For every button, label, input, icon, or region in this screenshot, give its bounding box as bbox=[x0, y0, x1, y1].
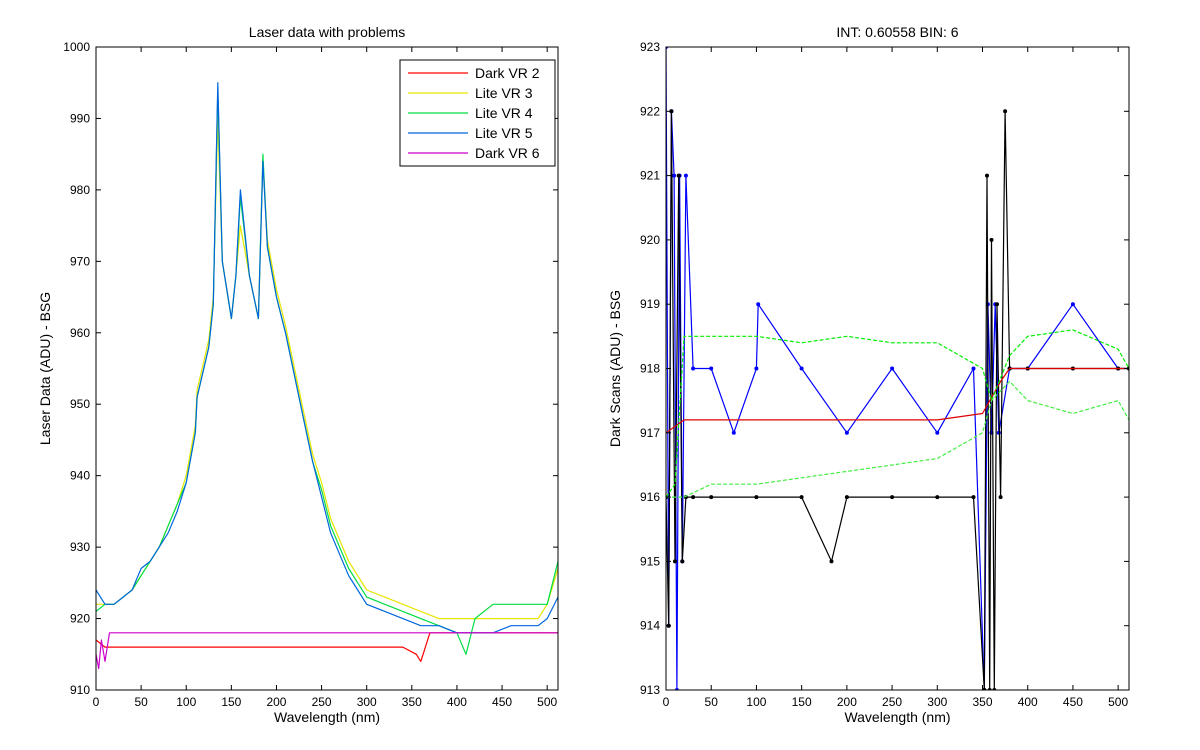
y-tick-label: 980 bbox=[70, 183, 90, 197]
y-tick-label: 930 bbox=[70, 540, 90, 554]
data-point bbox=[680, 559, 685, 564]
y-tick-label: 921 bbox=[640, 169, 660, 183]
x-tick-label: 150 bbox=[792, 695, 812, 709]
data-point bbox=[829, 559, 834, 564]
series-line-3 bbox=[666, 367, 1129, 434]
data-point bbox=[709, 495, 714, 500]
x-tick-label: 0 bbox=[93, 695, 100, 709]
series-line-4 bbox=[96, 82, 558, 634]
data-point bbox=[844, 430, 849, 435]
data-point bbox=[673, 559, 677, 564]
series-group bbox=[666, 47, 1129, 690]
x-tick-label: 400 bbox=[1018, 695, 1038, 709]
data-point bbox=[935, 495, 940, 500]
y-axis-label: Dark Scans (ADU) - BSG bbox=[607, 290, 623, 447]
data-point bbox=[676, 173, 681, 178]
x-tick-label: 500 bbox=[1108, 695, 1128, 709]
x-axis-label: Wavelength (nm) bbox=[844, 709, 950, 725]
data-point bbox=[709, 366, 714, 371]
y-tick-label: 916 bbox=[640, 490, 660, 504]
data-point bbox=[844, 495, 849, 500]
data-point bbox=[971, 366, 976, 371]
y-axis-label: Laser Data (ADU) - BSG bbox=[37, 292, 53, 445]
data-point bbox=[890, 366, 895, 371]
x-tick-label: 500 bbox=[537, 695, 557, 709]
y-tick-label: 970 bbox=[70, 254, 90, 268]
y-tick-label: 914 bbox=[640, 619, 660, 633]
x-tick-label: 350 bbox=[972, 695, 992, 709]
x-tick-label: 300 bbox=[357, 695, 377, 709]
chart-title: Laser data with problems bbox=[249, 24, 405, 40]
data-point bbox=[971, 495, 976, 500]
data-point bbox=[1070, 302, 1075, 307]
x-tick-label: 100 bbox=[176, 695, 196, 709]
y-tick-label: 940 bbox=[70, 469, 90, 483]
x-tick-label: 0 bbox=[663, 695, 670, 709]
data-point bbox=[691, 495, 696, 500]
series-group bbox=[96, 82, 558, 670]
data-point bbox=[754, 366, 759, 371]
chart-2: 0 50 100 150 200 250 300 350 400 450 500 913 914 915 9… bbox=[607, 24, 1130, 725]
data-point bbox=[672, 173, 677, 178]
y-tick-label: 920 bbox=[640, 233, 660, 247]
data-point bbox=[890, 495, 895, 500]
legend-label: Lite VR 4 bbox=[475, 105, 533, 121]
y-tick-label: 910 bbox=[70, 683, 90, 697]
x-tick-label: 200 bbox=[837, 695, 857, 709]
y-tick-label: 917 bbox=[640, 426, 660, 440]
data-point bbox=[935, 430, 940, 435]
legend-label: Lite VR 5 bbox=[475, 125, 533, 141]
y-tick-label: 915 bbox=[640, 554, 660, 568]
x-tick-label: 100 bbox=[746, 695, 766, 709]
x-tick-label: 350 bbox=[402, 695, 422, 709]
data-point bbox=[1003, 109, 1008, 114]
legend-label: Dark VR 6 bbox=[475, 145, 540, 161]
series-line-5 bbox=[666, 380, 1129, 498]
data-point bbox=[998, 495, 1003, 500]
axes-frame bbox=[95, 46, 559, 691]
legend-label: Dark VR 2 bbox=[475, 65, 540, 81]
x-tick-label: 450 bbox=[1063, 695, 1083, 709]
x-tick-label: 150 bbox=[221, 695, 241, 709]
y-tick-label: 923 bbox=[640, 40, 660, 54]
data-point bbox=[754, 495, 759, 500]
data-point bbox=[985, 173, 989, 178]
x-axis-label: Wavelength (nm) bbox=[274, 709, 380, 725]
x-tick-label: 250 bbox=[882, 695, 902, 709]
data-point bbox=[799, 495, 804, 500]
data-point bbox=[756, 302, 761, 307]
data-point bbox=[731, 430, 736, 435]
data-point bbox=[683, 173, 688, 178]
x-tick-label: 50 bbox=[134, 695, 148, 709]
y-tick-label: 918 bbox=[640, 362, 660, 376]
y-tick-label: 922 bbox=[640, 104, 660, 118]
y-tick-label: 1000 bbox=[63, 40, 90, 54]
series-line-5 bbox=[96, 632, 558, 670]
x-tick-label: 50 bbox=[705, 695, 719, 709]
x-tick-label: 400 bbox=[447, 695, 467, 709]
data-point bbox=[989, 237, 994, 242]
data-point bbox=[691, 366, 696, 371]
y-tick-label: 920 bbox=[70, 612, 90, 626]
data-point bbox=[669, 109, 674, 114]
chart-1: 0 50 100 150 200 250 300 350 400 450 500 910 920 930 9… bbox=[37, 24, 559, 725]
x-tick-label: 250 bbox=[312, 695, 332, 709]
x-tick-label: 300 bbox=[927, 695, 947, 709]
y-tick-label: 990 bbox=[70, 111, 90, 125]
chart-title: INT: 0.60558 BIN: 6 bbox=[836, 24, 958, 40]
data-point bbox=[799, 366, 804, 371]
series-line-4 bbox=[666, 329, 1129, 498]
y-tick-label: 913 bbox=[640, 683, 660, 697]
legend: Dark VR 2 Lite VR 3 Lite VR 4 Lite VR 5 Dark… bbox=[399, 59, 556, 167]
legend-label: Lite VR 3 bbox=[475, 85, 533, 101]
x-tick-label: 200 bbox=[266, 695, 286, 709]
data-point bbox=[995, 302, 999, 307]
y-tick-label: 950 bbox=[70, 397, 90, 411]
x-tick-label: 450 bbox=[492, 695, 512, 709]
y-tick-label: 919 bbox=[640, 297, 660, 311]
y-tick-label: 960 bbox=[70, 326, 90, 340]
